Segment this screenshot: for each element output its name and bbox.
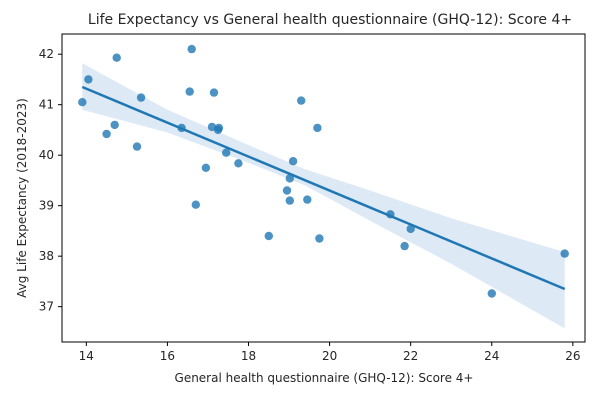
data-point	[110, 120, 119, 130]
y-tick-label: 37	[39, 300, 54, 314]
data-point	[201, 163, 211, 172]
data-point	[406, 224, 415, 234]
data-point	[288, 157, 298, 166]
data-point	[187, 44, 196, 54]
data-point	[313, 123, 322, 133]
data-point	[78, 98, 87, 107]
data-point	[185, 87, 194, 96]
x-tick-label: 16	[160, 349, 175, 363]
data-point	[234, 159, 243, 168]
data-point	[487, 289, 496, 298]
data-point	[315, 234, 324, 243]
y-tick-label: 40	[39, 148, 54, 162]
data-point	[297, 96, 306, 105]
y-axis-label: Avg Life Expectancy (2018-2023)	[15, 98, 29, 298]
plot-area	[78, 44, 569, 329]
data-point	[285, 174, 294, 183]
x-tick-label: 14	[79, 349, 94, 363]
data-points	[78, 44, 569, 298]
y-tick-label: 38	[39, 249, 54, 263]
data-point	[560, 249, 569, 258]
data-point	[400, 241, 409, 251]
confidence-band	[82, 63, 565, 329]
plot-frame	[61, 33, 586, 343]
y-axis-ticks: 37 38 39 40 41 42	[39, 47, 62, 314]
data-point	[102, 129, 111, 139]
data-point	[209, 88, 219, 97]
data-point	[136, 93, 146, 102]
data-point	[285, 196, 294, 205]
data-point	[214, 123, 224, 133]
x-tick-label: 26	[565, 349, 580, 363]
y-tick-label: 41	[39, 98, 54, 112]
data-point	[84, 75, 93, 84]
data-point	[132, 142, 142, 151]
x-axis-ticks: 14 16 18 20 22 24 26	[79, 342, 580, 363]
x-tick-label: 20	[322, 349, 337, 363]
x-tick-label: 24	[484, 349, 499, 363]
x-tick-label: 18	[241, 349, 256, 363]
chart-title: Life Expectancy vs General health questi…	[88, 12, 572, 28]
x-axis-label: General health questionnaire (GHQ-12): S…	[175, 371, 474, 385]
y-tick-label: 42	[39, 47, 54, 61]
data-point	[303, 195, 312, 204]
data-point	[222, 148, 231, 157]
data-point	[112, 53, 121, 62]
y-tick-label: 39	[39, 199, 54, 213]
data-point	[282, 186, 292, 195]
regression-line	[81, 85, 566, 291]
x-tick-label: 22	[403, 349, 418, 363]
data-point	[191, 200, 200, 209]
data-point	[264, 231, 273, 241]
